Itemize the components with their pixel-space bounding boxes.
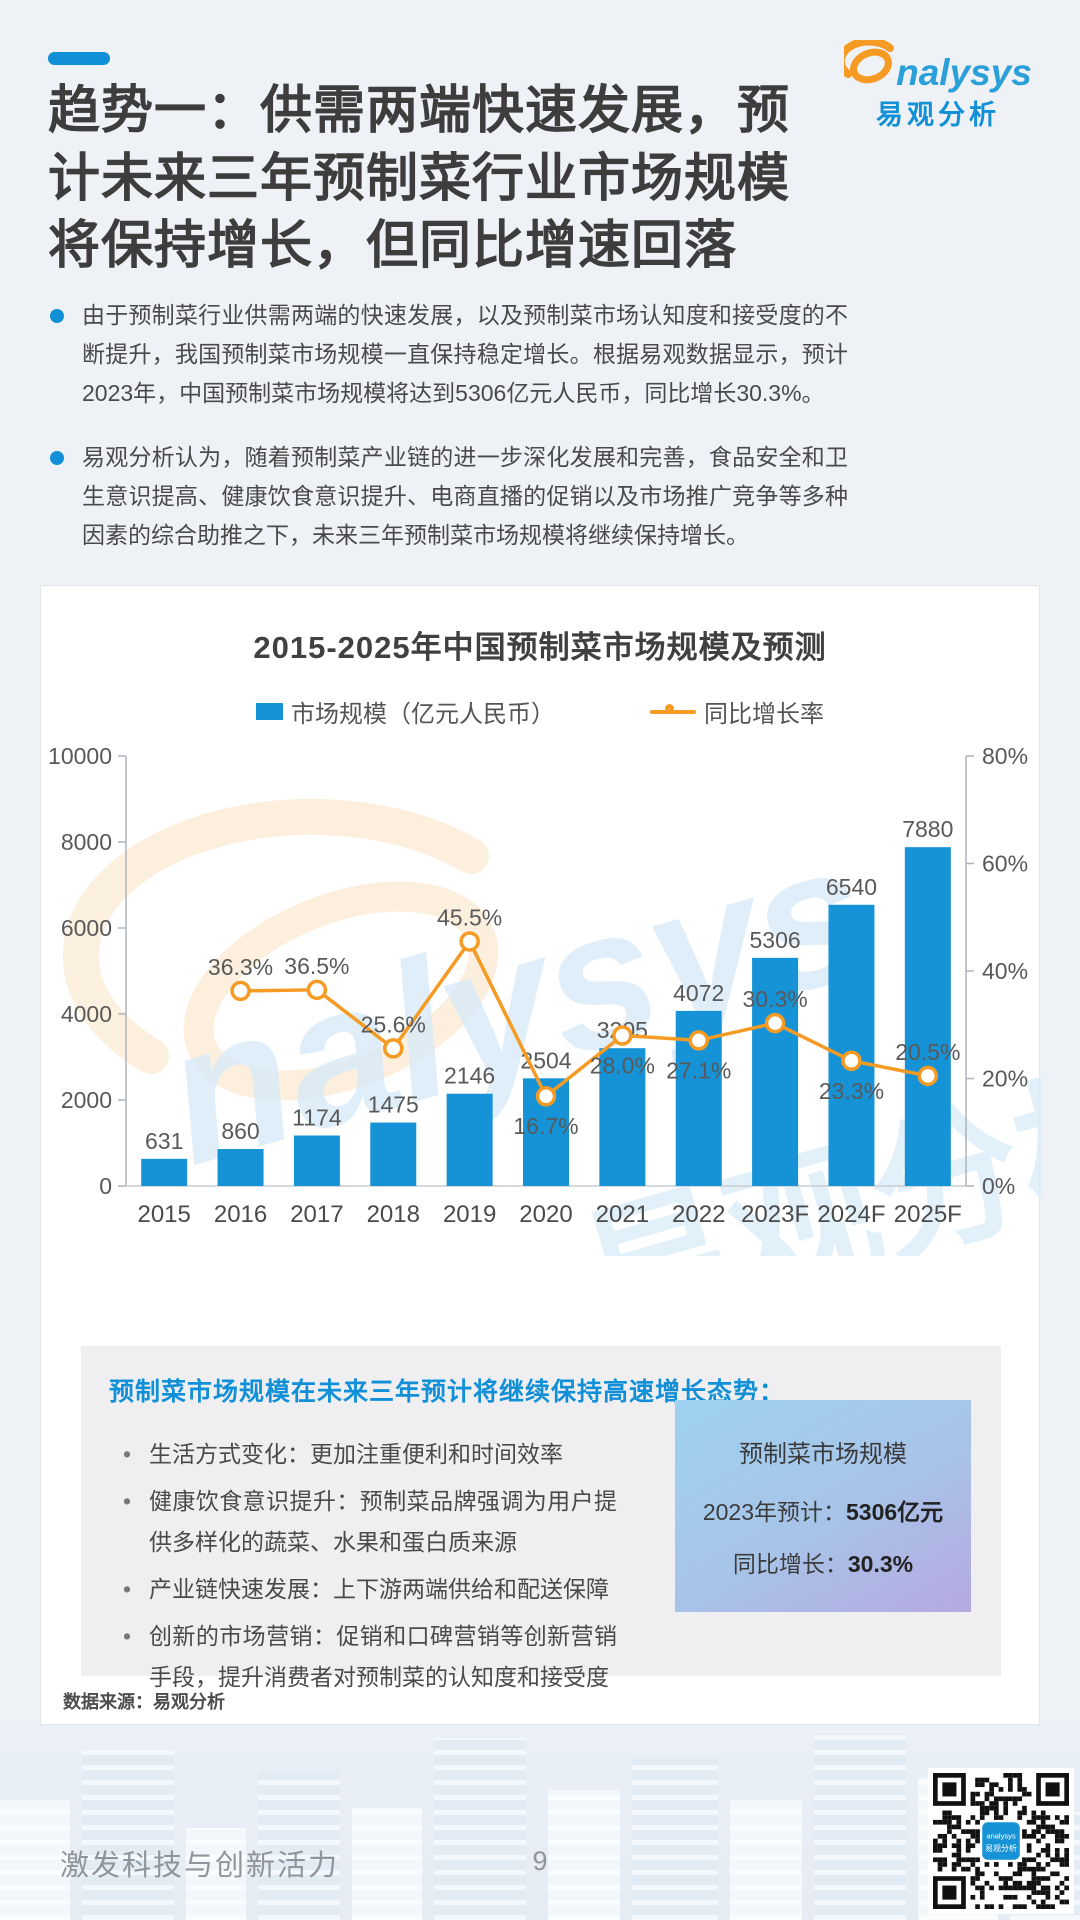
svg-text:10000: 10000 [48,743,112,769]
bullet-dot-icon [50,451,64,465]
svg-text:45.5%: 45.5% [437,904,502,930]
svg-text:20%: 20% [982,1066,1028,1092]
dot-icon: • [123,1623,132,1649]
svg-text:28.0%: 28.0% [590,1053,655,1079]
logo-swirl-icon [836,37,896,91]
svg-text:2019: 2019 [443,1201,496,1228]
svg-text:36.3%: 36.3% [208,954,273,980]
market-chart: nalysys 易观分析 02000400060008000100000%20%… [48,743,1080,1367]
insight-point: • 创新的市场营销：促销和口碑营销等创新营销手段，提升消费者对预制菜的认知度和接受… [117,1616,617,1698]
svg-text:6540: 6540 [826,874,877,900]
page-number: 9 [532,1846,548,1876]
svg-text:23.3%: 23.3% [819,1078,884,1104]
highlight-line1: 2023年预计：5306亿元 [702,1498,944,1525]
svg-text:2015: 2015 [137,1201,190,1228]
svg-text:analysys: analysys [986,1832,1015,1841]
svg-text:60%: 60% [982,851,1028,877]
intro-bullets: 由于预制菜行业供需两端的快速发展，以及预制菜市场认知度和接受度的不断提升，我国预… [48,296,848,580]
svg-text:27.1%: 27.1% [666,1057,731,1083]
svg-text:631: 631 [145,1128,183,1154]
svg-text:2000: 2000 [61,1087,112,1113]
logo-cn: 易观分析 [876,100,1000,130]
dot-icon: • [123,1576,132,1602]
insight-point: • 健康饮食意识提升：预制菜品牌强调为用户提供多样化的蔬菜、水果和蛋白质来源 [117,1481,617,1563]
insight-list: • 生活方式变化：更加注重便利和时间效率 • 健康饮食意识提升：预制菜品牌强调为用户… [117,1434,617,1704]
highlight-title: 预制菜市场规模 [739,1440,907,1468]
legend-bar-label: 市场规模（亿元人民币） [291,701,555,728]
svg-text:2017: 2017 [290,1201,343,1228]
chart-title: 2015-2025年中国预制菜市场规模及预测 [253,630,827,665]
svg-text:36.5%: 36.5% [284,953,349,979]
highlight-line2: 同比增长：30.3% [732,1550,914,1577]
svg-text:2016: 2016 [214,1201,267,1228]
svg-text:1475: 1475 [368,1092,419,1118]
svg-text:0%: 0% [982,1173,1015,1199]
page-title: 趋势一：供需两端快速发展，预计未来三年预制菜行业市场规模将保持增长，但同比增速回… [48,82,791,276]
insight-headline: 预制菜市场规模在未来三年预计将继续保持高速增长态势： [109,1378,786,1406]
footer-slogan: 激发科技与创新活力 [60,1850,340,1882]
dot-icon: • [123,1488,132,1514]
svg-text:25.6%: 25.6% [361,1011,426,1037]
bullet-text: 由于预制菜行业供需两端的快速发展，以及预制菜市场认知度和接受度的不断提升，我国预… [82,302,848,406]
svg-text:6000: 6000 [61,915,112,941]
plot-group: 0 2000 4000 6000 8000 10000 0% 20% 40% 60% 80% 631 2… [48,743,1028,1228]
svg-text:0: 0 [99,1173,112,1199]
bullet-dot-icon [50,309,64,323]
svg-text:2022: 2022 [672,1201,725,1228]
insight-point: • 生活方式变化：更加注重便利和时间效率 [117,1434,617,1475]
svg-text:30.3%: 30.3% [742,986,807,1012]
svg-text:2025F: 2025F [894,1201,962,1228]
qr-code-grid: analysys 易观分析 [933,1773,1069,1909]
qr-code: analysys 易观分析 [928,1768,1074,1914]
legend-item-line: 同比增长率 [650,694,824,729]
legend-line-label: 同比增长率 [704,701,824,728]
svg-text:4072: 4072 [673,980,724,1006]
bar-swatch-icon [256,703,283,720]
svg-text:易观分析: 易观分析 [985,1843,1017,1853]
svg-text:5306: 5306 [750,927,801,953]
svg-text:2024F: 2024F [817,1201,885,1228]
highlight-card: 预制菜市场规模 2023年预计：5306亿元 同比增长：30.3% [675,1400,971,1612]
watermark-swirl-icon [62,798,499,1101]
svg-text:16.7%: 16.7% [513,1113,578,1139]
svg-text:4000: 4000 [61,1001,112,1027]
city-skyline-decoration [0,1725,1080,1920]
svg-text:2018: 2018 [367,1201,420,1228]
svg-text:860: 860 [221,1118,259,1144]
accent-dash [48,52,110,65]
logo-word: nalysys [896,52,1032,93]
chart-card: 2015-2025年中国预制菜市场规模及预测 市场规模（亿元人民币） 同比增长率… [40,585,1080,1725]
insight-box: 预制菜市场规模在未来三年预计将继续保持高速增长态势： • 生活方式变化：更加注重便… [81,1346,1001,1690]
bullet-item: 由于预制菜行业供需两端的快速发展，以及预制菜市场认知度和接受度的不断提升，我国预… [48,296,848,413]
svg-text:2021: 2021 [596,1201,649,1228]
svg-text:1174: 1174 [292,1105,342,1131]
chart-legend: 市场规模（亿元人民币） 同比增长率 [41,694,1039,729]
insight-point: • 产业链快速发展：上下游两端供给和配送保障 [117,1569,617,1610]
bullet-text: 易观分析认为，随着预制菜产业链的进一步深化发展和完善，食品安全和卫生意识提高、健… [82,444,848,548]
svg-text:2023F: 2023F [741,1201,809,1228]
bullet-item: 易观分析认为，随着预制菜产业链的进一步深化发展和完善，食品安全和卫生意识提高、健… [48,438,848,555]
svg-text:8000: 8000 [61,829,112,855]
svg-text:7880: 7880 [902,816,953,842]
analysys-logo: nalysys 易观分析 [833,37,1043,132]
chart-area: nalysys 易观分析 0 2000 4000 6000 8000 10000 0% 20%… [41,736,1080,1367]
svg-text:20.5%: 20.5% [895,1039,960,1065]
svg-text:2146: 2146 [444,1063,495,1089]
data-source-note: 数据来源：易观分析 [63,1692,225,1712]
line-marker-icon [650,703,696,714]
svg-text:80%: 80% [982,743,1028,769]
legend-item-bar: 市场规模（亿元人民币） [256,694,555,729]
svg-text:40%: 40% [982,958,1028,984]
dot-icon: • [123,1441,132,1467]
svg-text:2020: 2020 [519,1201,572,1228]
